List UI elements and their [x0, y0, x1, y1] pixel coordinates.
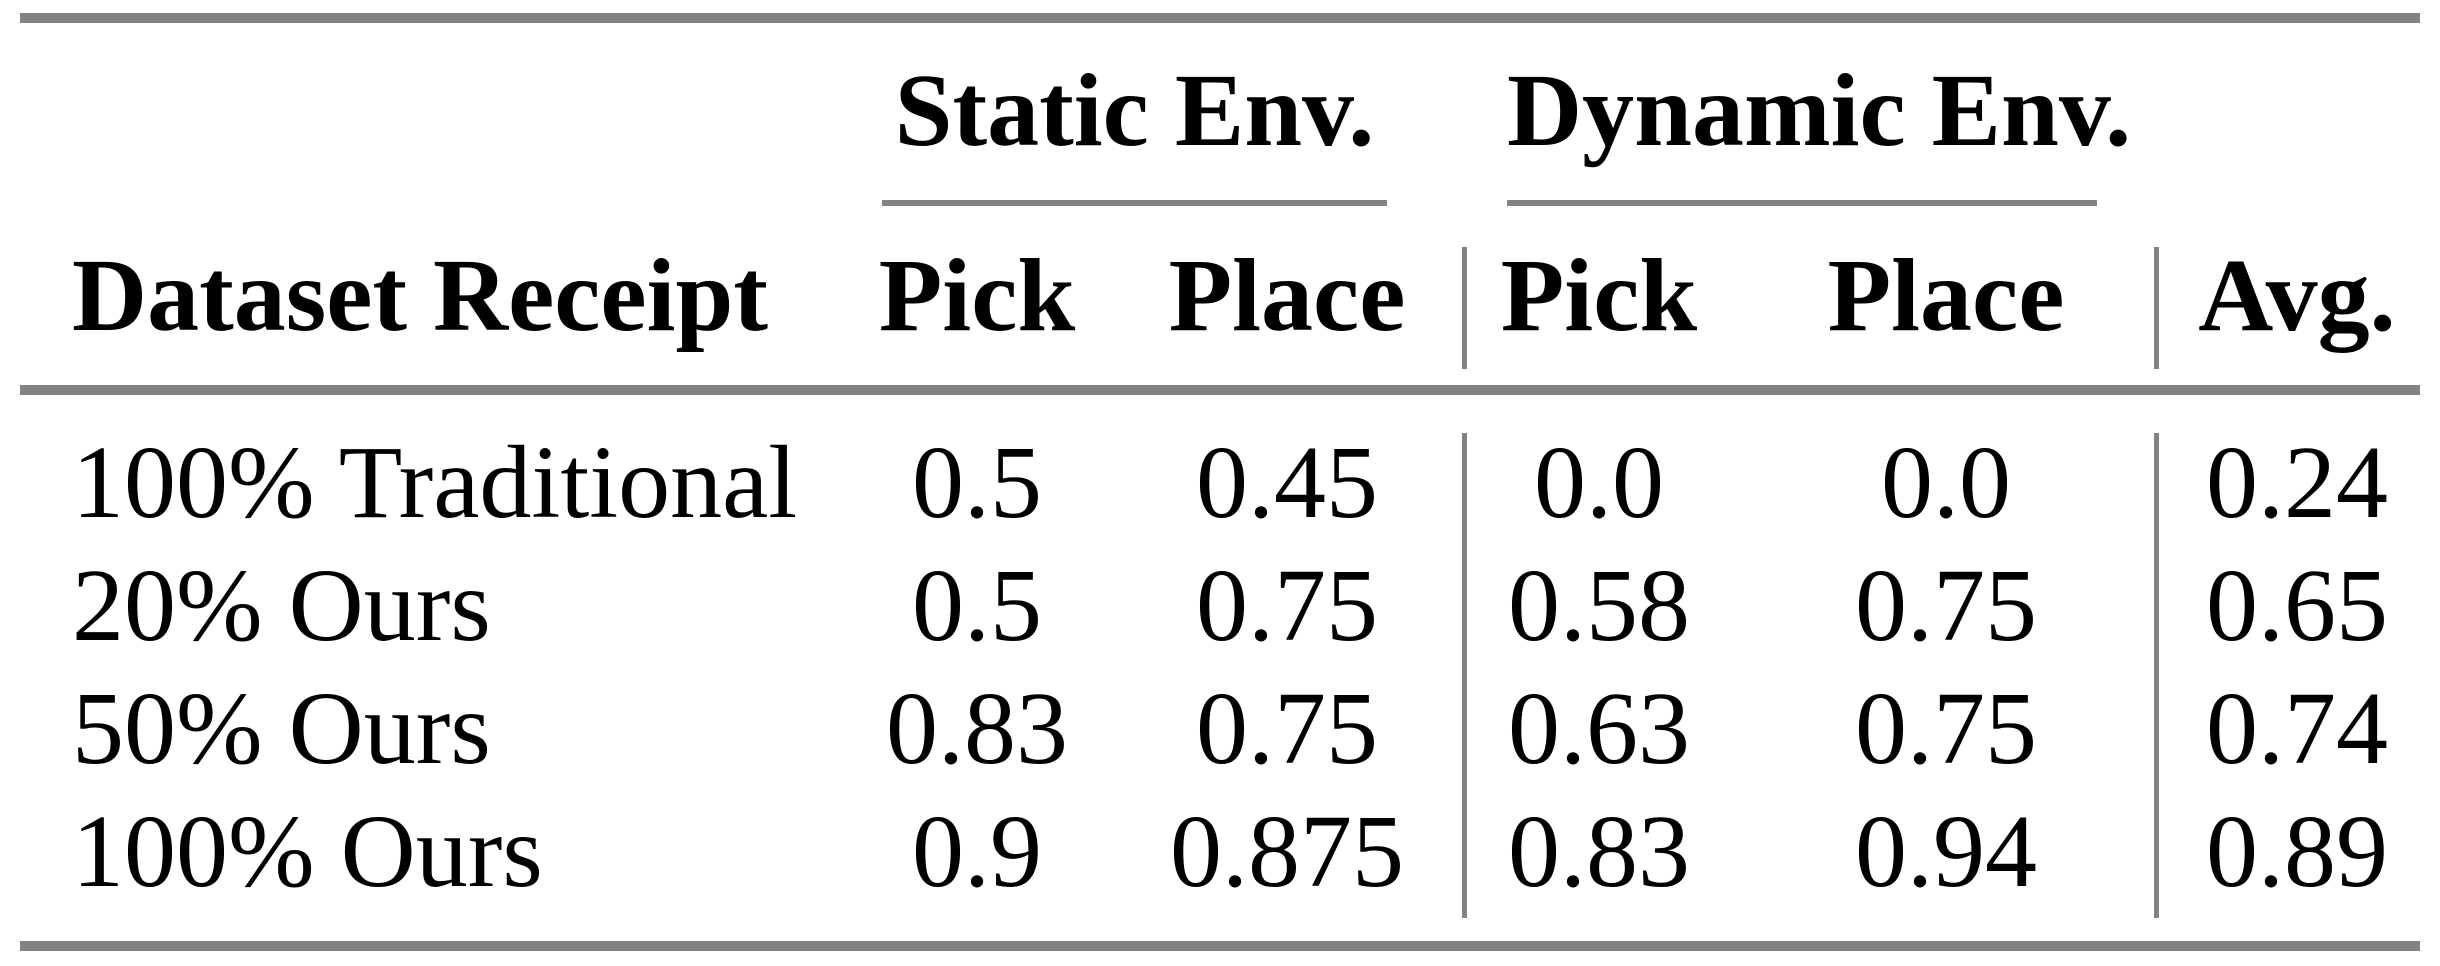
row-label: 100% Ours — [72, 794, 543, 909]
avg-value: 0.89 — [2206, 794, 2388, 909]
table-top-rule — [20, 13, 2420, 23]
dynamic-place-value: 0.94 — [1855, 794, 2037, 909]
row-label: 20% Ours — [72, 548, 491, 663]
static-place-value: 0.45 — [1196, 425, 1378, 540]
dynamic-pick-value: 0.83 — [1508, 794, 1690, 909]
avg-value: 0.74 — [2206, 671, 2388, 786]
row-label: 50% Ours — [72, 671, 491, 786]
avg-value: 0.24 — [2206, 425, 2388, 540]
dynamic-place-value: 0.75 — [1855, 671, 2037, 786]
column-header-dataset-receipt: Dataset Receipt — [72, 238, 768, 353]
header-vertical-rule-right — [2154, 247, 2159, 369]
dynamic-pick-value: 0.58 — [1508, 548, 1690, 663]
static-place-value: 0.75 — [1196, 548, 1378, 663]
group-header-static-env: Static Env. — [894, 53, 1375, 168]
column-header-avg: Avg. — [2198, 238, 2396, 353]
static-place-value: 0.875 — [1170, 794, 1404, 909]
body-vertical-rule-right — [2154, 433, 2159, 918]
dynamic-pick-value: 0.0 — [1534, 425, 1664, 540]
header-row: Dataset Receipt Pick Place Pick Place Av… — [0, 236, 2440, 356]
static-pick-value: 0.5 — [912, 548, 1042, 663]
body-vertical-rule-left — [1462, 433, 1467, 918]
dynamic-env-underline-rule — [1507, 200, 2097, 206]
column-header-static-pick: Pick — [878, 238, 1076, 353]
column-header-static-place: Place — [1168, 238, 1406, 353]
static-pick-value: 0.9 — [912, 794, 1042, 909]
avg-value: 0.65 — [2206, 548, 2388, 663]
static-pick-value: 0.83 — [886, 671, 1068, 786]
dynamic-place-value: 0.0 — [1881, 425, 2011, 540]
column-header-dynamic-place: Place — [1827, 238, 2065, 353]
table-row: 20% Ours 0.5 0.75 0.58 0.75 0.65 — [0, 544, 2440, 667]
table-mid-rule — [20, 385, 2420, 395]
dynamic-pick-value: 0.63 — [1508, 671, 1690, 786]
table-bottom-rule — [20, 941, 2420, 951]
table-row: 50% Ours 0.83 0.75 0.63 0.75 0.74 — [0, 667, 2440, 790]
table-row: 100% Traditional 0.5 0.45 0.0 0.0 0.24 — [0, 421, 2440, 544]
header-vertical-rule-left — [1462, 247, 1467, 369]
row-label: 100% Traditional — [72, 425, 798, 540]
dynamic-place-value: 0.75 — [1855, 548, 2037, 663]
column-header-dynamic-pick: Pick — [1500, 238, 1698, 353]
table-row: 100% Ours 0.9 0.875 0.83 0.94 0.89 — [0, 790, 2440, 913]
static-env-underline-rule — [882, 200, 1387, 206]
static-place-value: 0.75 — [1196, 671, 1378, 786]
static-pick-value: 0.5 — [912, 425, 1042, 540]
group-header-dynamic-env: Dynamic Env. — [1507, 53, 2132, 168]
